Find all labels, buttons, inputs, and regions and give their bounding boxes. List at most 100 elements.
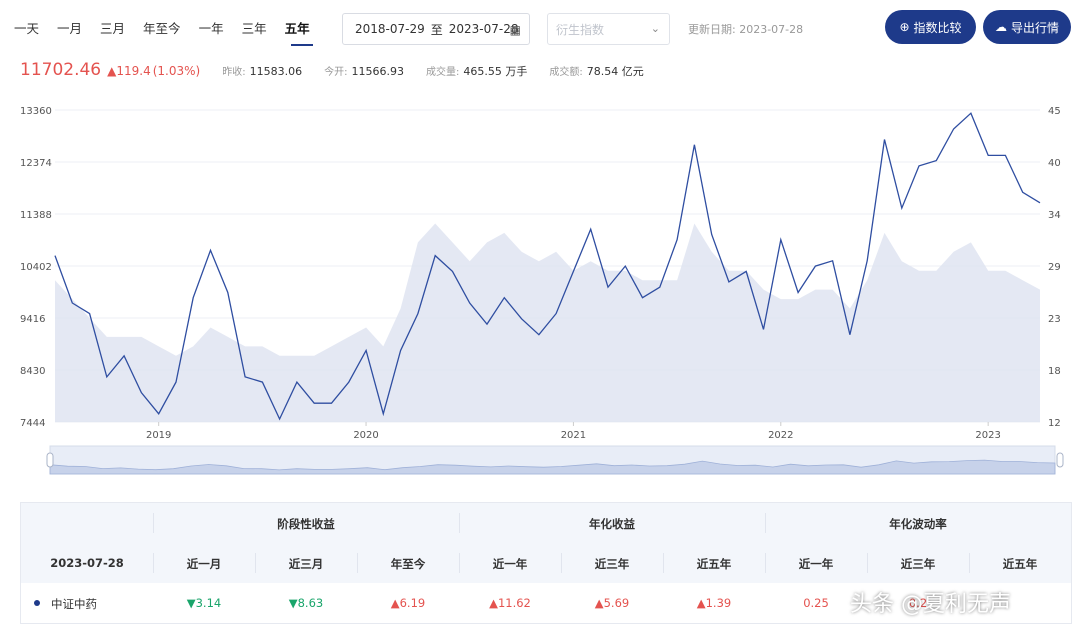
export-quotes-button[interactable]: ☁ 导出行情 xyxy=(983,10,1071,44)
tab-period-1d[interactable]: 一天 xyxy=(14,21,40,36)
column-header-5: 近五年 xyxy=(696,557,732,571)
toolbar: 一天 一月 三月 年至今 一年 三年 五年 2018-07-29 至 2023-… xyxy=(0,0,1080,52)
x-tick-label: 2022 xyxy=(768,430,793,441)
column-header-date: 2023-07-28 xyxy=(50,556,124,570)
compare-index-button[interactable]: ⊕ 指数比较 xyxy=(885,10,976,44)
x-tick-label: 2020 xyxy=(353,430,378,441)
column-header-0: 近一月 xyxy=(186,557,222,571)
divider xyxy=(969,553,970,573)
tab-period-1m[interactable]: 一月 xyxy=(57,21,83,36)
returns-table: 阶段性收益 年化收益 年化波动率 2023-07-28 近一月 近三月 年至今 近一年… xyxy=(20,502,1072,624)
column-header-2: 年至今 xyxy=(390,557,426,571)
table-cell-1: ▼8.63 xyxy=(288,596,324,610)
index-line-series xyxy=(54,112,1041,421)
divider xyxy=(459,553,460,573)
y-tick-right: 12 xyxy=(1048,418,1061,429)
price-change: ▲119.4 xyxy=(107,64,151,78)
plus-circle-icon: ⊕ xyxy=(899,20,910,34)
area-series xyxy=(55,223,1040,422)
table-group-header: 阶段性收益 年化收益 年化波动率 xyxy=(21,503,1071,543)
divider xyxy=(663,553,664,573)
y-tick-right: 29 xyxy=(1048,262,1061,273)
y-tick-right: 18 xyxy=(1048,366,1061,377)
table-cell-5: ▲1.39 xyxy=(696,596,732,610)
table-row[interactable]: 中证中药 ▼3.14 ▼8.63 ▲6.19 ▲11.62 ▲5.69 ▲1.39 0.25… xyxy=(21,583,1071,623)
chart-axes: 13360 45 12374 40 11388 34 10402 29 9416 23 8430 18… xyxy=(20,106,1061,441)
price-change-pct: (1.03%) xyxy=(152,64,201,78)
derived-index-select[interactable]: 衍生指数 ⌄ xyxy=(547,13,670,45)
table-cell-2: ▲6.19 xyxy=(390,596,426,610)
tab-period-ytd[interactable]: 年至今 xyxy=(143,21,181,36)
watermark: 头条 @夏利无声 xyxy=(850,592,1011,617)
date-start: 2018-07-29 xyxy=(355,22,425,36)
date-range-picker[interactable]: 2018-07-29 至 2023-07-28 ▦ xyxy=(342,13,530,45)
cloud-download-icon: ☁ xyxy=(994,20,1007,34)
price-chart[interactable]: 13360 45 12374 40 11388 34 10402 29 9416 23 8430 18… xyxy=(0,96,1080,486)
table-cell-6: 0.25 xyxy=(803,596,829,610)
prev-close-label: 昨收: xyxy=(222,67,246,78)
update-date: 更新日期: 2023-07-28 xyxy=(688,23,804,36)
divider xyxy=(153,553,154,573)
x-tick-label: 2019 xyxy=(146,430,171,441)
area-series-path xyxy=(55,223,1040,422)
navigator-handle-left xyxy=(46,452,54,468)
table-cell-3: ▲11.62 xyxy=(489,596,531,610)
divider xyxy=(153,513,154,533)
divider xyxy=(357,553,358,573)
group-header-period-return: 阶段性收益 xyxy=(277,517,335,531)
y-tick-left: 13360 xyxy=(20,106,52,117)
column-header-1: 近三月 xyxy=(288,557,324,571)
navigator-handle-right xyxy=(1056,452,1064,468)
tab-period-5y[interactable]: 五年 xyxy=(284,21,310,36)
column-header-3: 近一年 xyxy=(492,557,528,571)
last-price: 11702.46 xyxy=(20,60,102,80)
prev-close-value: 11583.06 xyxy=(249,65,303,78)
active-tab-underline xyxy=(291,44,313,46)
navigator-series xyxy=(49,459,1056,475)
y-tick-left: 12374 xyxy=(20,158,52,169)
column-header-4: 近三年 xyxy=(594,557,630,571)
y-tick-left: 7444 xyxy=(20,418,45,429)
y-tick-right: 23 xyxy=(1048,314,1061,325)
y-tick-left: 11388 xyxy=(20,210,52,221)
table-cell-7: 0.2 xyxy=(908,596,928,610)
open-value: 11566.93 xyxy=(351,65,404,78)
x-tick-label: 2021 xyxy=(561,430,586,441)
index-line-path xyxy=(54,112,1041,421)
group-header-annual-volatility: 年化波动率 xyxy=(889,517,947,531)
y-tick-right: 34 xyxy=(1048,210,1061,221)
group-header-annual-return: 年化收益 xyxy=(589,517,635,531)
y-tick-right: 45 xyxy=(1048,106,1061,117)
tab-period-1y[interactable]: 一年 xyxy=(198,21,224,36)
turnover-value: 78.54 亿元 xyxy=(586,65,644,78)
range-navigator[interactable] xyxy=(46,445,1064,475)
x-tick-label: 2023 xyxy=(975,430,1000,441)
divider xyxy=(459,513,460,533)
table-cell-4: ▲5.69 xyxy=(594,596,630,610)
compare-index-label: 指数比较 xyxy=(913,20,962,35)
export-quotes-label: 导出行情 xyxy=(1010,20,1059,35)
y-tick-left: 9416 xyxy=(20,314,45,325)
open-label: 今开: xyxy=(324,67,348,78)
y-tick-left: 10402 xyxy=(20,262,52,273)
column-header-6: 近一年 xyxy=(798,557,834,571)
y-tick-left: 8430 xyxy=(20,366,45,377)
quote-bar: 11702.46 ▲119.4 (1.03%) 昨收: 11583.06 今开:… xyxy=(20,60,644,84)
divider xyxy=(765,513,766,533)
y-tick-right: 40 xyxy=(1048,158,1061,169)
turnover-label: 成交额: xyxy=(549,67,583,78)
tab-period-3y[interactable]: 三年 xyxy=(241,21,267,36)
table-column-header: 2023-07-28 近一月 近三月 年至今 近一年 近三年 近五年 近一年 近三年 近五年 xyxy=(21,543,1071,583)
column-header-7: 近三年 xyxy=(900,557,936,571)
period-tabs: 一天 一月 三月 年至今 一年 三年 五年 xyxy=(14,18,328,37)
divider xyxy=(561,553,562,573)
table-cell-0: ▼3.14 xyxy=(186,596,222,610)
tab-period-3m[interactable]: 三月 xyxy=(100,21,126,36)
date-end: 2023-07-28 xyxy=(448,22,519,36)
date-separator: 至 xyxy=(430,22,443,37)
divider xyxy=(867,553,868,573)
column-header-8: 近五年 xyxy=(1002,557,1038,571)
calendar-icon: ▦ xyxy=(509,23,521,37)
volume-value: 465.55 万手 xyxy=(463,65,528,78)
derived-index-placeholder: 衍生指数 xyxy=(556,22,605,37)
